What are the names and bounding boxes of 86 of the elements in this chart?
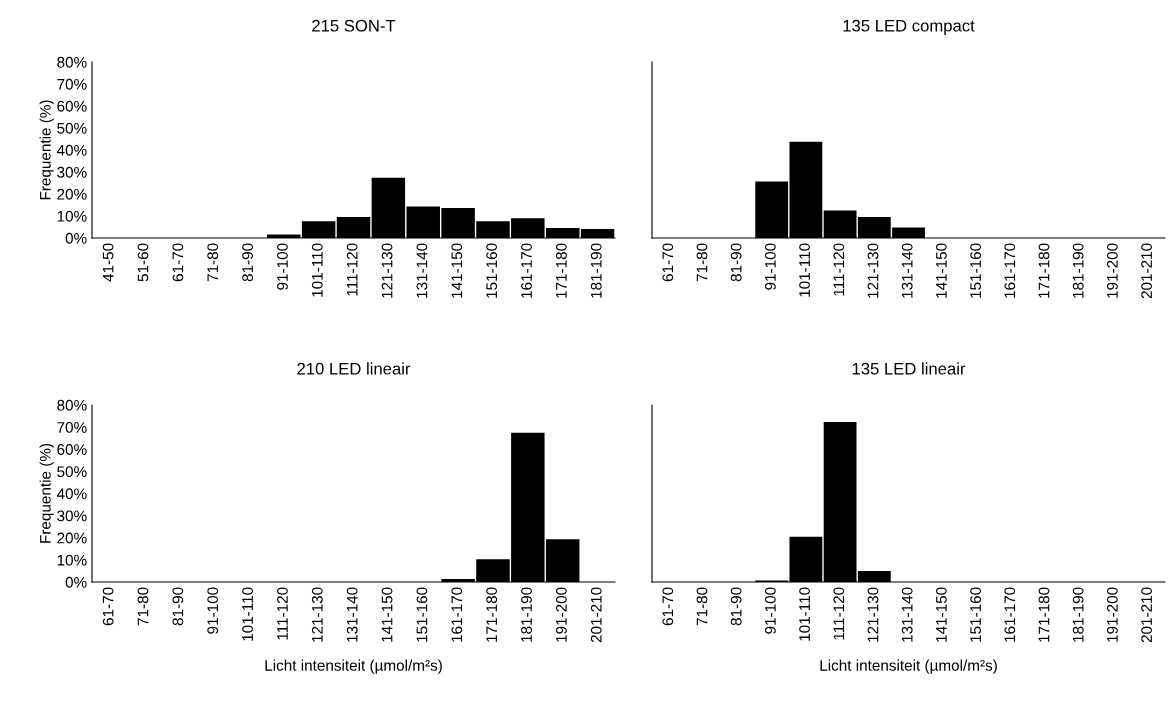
- x-tick-label: 61-70: [662, 243, 674, 282]
- y-tick-label: 0%: [65, 576, 87, 588]
- x-tick-label: 181-190: [590, 243, 602, 298]
- x-tick-label: 181-190: [521, 587, 532, 642]
- x-tick-label: 121-130: [867, 587, 879, 642]
- y-tick-label: 70%: [57, 421, 87, 433]
- x-tick-label: 111-120: [833, 243, 845, 296]
- y-tick-label: 70%: [57, 78, 87, 90]
- x-tick-label: 111-120: [277, 587, 288, 640]
- x-tick-label: 171-180: [555, 243, 567, 298]
- y-tick-label: 30%: [57, 166, 87, 178]
- x-tick-label: 111-120: [346, 243, 358, 296]
- x-tick-label: 131-140: [901, 587, 913, 642]
- x-tick-label: 121-130: [381, 243, 393, 298]
- x-tick-label: 171-180: [1038, 243, 1050, 298]
- y-tick-label: 40%: [56, 144, 87, 156]
- y-tick-label: 30%: [57, 510, 87, 522]
- y-tick-label: 40%: [56, 488, 87, 500]
- x-tick-label: 131-140: [416, 243, 428, 298]
- x-tick-label: 101-110: [799, 243, 810, 297]
- x-tick-label: 61-70: [172, 243, 184, 282]
- x-tick-label: 91-100: [277, 243, 288, 290]
- y-axis-title: Frequentie (%): [39, 443, 54, 543]
- x-axis-title: Licht intensiteit (µmol/m²s): [820, 659, 997, 674]
- x-tick-label: 121-130: [311, 587, 323, 642]
- x-tick-label: 181-190: [1072, 587, 1084, 642]
- x-tick-label: 161-170: [1004, 587, 1016, 642]
- x-tick-label: 151-160: [486, 243, 498, 298]
- y-axis-title: Frequentie (%): [39, 100, 54, 200]
- x-tick-label: 61-70: [102, 587, 114, 626]
- y-tick-label: 20%: [57, 188, 87, 200]
- x-tick-label: 151-160: [970, 587, 981, 642]
- x-tick-label: 171-180: [486, 587, 498, 642]
- x-tick-label: 71-80: [696, 243, 708, 282]
- y-tick-label: 10%: [57, 210, 87, 222]
- y-tick-label: 80%: [57, 399, 87, 411]
- x-tick-label: 51-60: [137, 243, 149, 282]
- x-tick-label: 191-200: [1106, 243, 1118, 298]
- x-tick-label: 91-100: [207, 587, 219, 634]
- x-tick-label: 191-200: [1106, 587, 1118, 642]
- x-tick-label: 91-100: [764, 243, 776, 290]
- x-axis-title: Licht intensiteit (µmol/m²s): [265, 659, 442, 674]
- x-tick-label: 161-170: [521, 243, 532, 298]
- x-tick-label: 141-150: [935, 243, 947, 298]
- x-tick-label: 151-160: [416, 587, 428, 642]
- x-tick-label: 91-100: [764, 587, 776, 634]
- chart-title: 210 LED lineair: [297, 362, 411, 375]
- x-tick-label: 151-160: [970, 243, 981, 298]
- y-tick-label: 50%: [57, 122, 87, 134]
- x-tick-label: 81-90: [242, 243, 253, 282]
- x-tick-label: 41-50: [102, 243, 114, 282]
- x-tick-label: 161-170: [1004, 243, 1016, 298]
- x-tick-label: 141-150: [381, 587, 393, 642]
- x-tick-label: 101-110: [311, 243, 323, 297]
- x-tick-label: 131-140: [346, 587, 358, 642]
- x-tick-label: 201-210: [590, 587, 602, 643]
- y-tick-label: 60%: [57, 444, 87, 455]
- x-tick-label: 181-190: [1072, 243, 1084, 298]
- x-tick-label: 201-210: [1141, 243, 1152, 299]
- x-tick-label: 81-90: [730, 243, 742, 282]
- x-tick-label: 141-150: [451, 243, 463, 298]
- y-tick-label: 80%: [57, 56, 87, 68]
- x-tick-label: 201-210: [1141, 587, 1152, 643]
- x-tick-label: 61-70: [662, 587, 674, 626]
- x-tick-label: 141-150: [935, 587, 947, 642]
- x-tick-label: 81-90: [172, 587, 184, 626]
- y-tick-label: 0%: [65, 232, 87, 244]
- x-tick-label: 191-200: [555, 587, 567, 642]
- x-tick-label: 71-80: [137, 587, 149, 626]
- x-tick-label: 71-80: [696, 587, 708, 626]
- y-tick-label: 50%: [57, 466, 87, 478]
- y-tick-label: 10%: [57, 554, 87, 566]
- chart-title: 215 SON-T: [312, 19, 396, 32]
- chart-title: 135 LED lineair: [852, 362, 966, 375]
- x-tick-label: 101-110: [799, 587, 810, 641]
- x-tick-label: 131-140: [901, 243, 913, 298]
- x-tick-label: 71-80: [207, 243, 219, 282]
- x-tick-label: 171-180: [1038, 587, 1050, 642]
- y-tick-label: 20%: [57, 532, 87, 544]
- chart-title: 135 LED compact: [843, 19, 975, 35]
- x-tick-label: 81-90: [730, 587, 742, 626]
- x-tick-label: 121-130: [867, 243, 879, 298]
- x-tick-label: 111-120: [833, 587, 845, 640]
- x-tick-label: 101-110: [242, 587, 253, 641]
- y-tick-label: 60%: [57, 100, 87, 112]
- x-tick-label: 161-170: [451, 587, 463, 642]
